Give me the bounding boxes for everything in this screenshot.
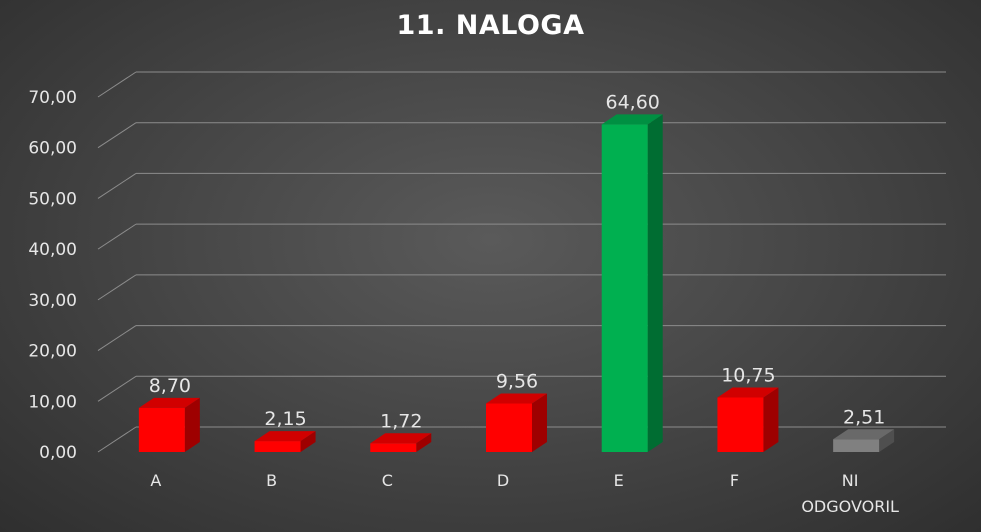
y-tick-label: 30,00 bbox=[28, 291, 77, 311]
bar bbox=[717, 397, 764, 452]
x-tick-label: NI bbox=[842, 471, 859, 490]
bar bbox=[601, 124, 648, 452]
x-tick-label: F bbox=[730, 471, 739, 490]
gridline-depth bbox=[97, 426, 137, 453]
data-label: 9,56 bbox=[496, 371, 538, 393]
bar-side bbox=[879, 429, 895, 452]
y-tick-label: 40,00 bbox=[28, 240, 77, 260]
bar bbox=[254, 441, 301, 452]
data-label: 10,75 bbox=[721, 364, 775, 386]
gridline-depth bbox=[97, 223, 137, 250]
gridline-depth bbox=[97, 173, 137, 199]
x-tick-label: B bbox=[266, 471, 277, 490]
x-tick-label: ODGOVORIL bbox=[801, 497, 899, 516]
bar-top bbox=[717, 387, 779, 398]
x-tick-label: D bbox=[497, 471, 509, 490]
data-label: 2,15 bbox=[264, 408, 306, 430]
bar-top bbox=[601, 114, 663, 125]
gridline-depth bbox=[97, 71, 137, 98]
bar-top bbox=[370, 433, 432, 444]
bar-side bbox=[300, 431, 316, 452]
data-label: 2,51 bbox=[843, 406, 885, 428]
x-tick-label: E bbox=[614, 471, 624, 490]
bar-side bbox=[763, 387, 779, 452]
x-tick-label: C bbox=[382, 471, 393, 490]
gridline-depth bbox=[97, 122, 137, 149]
bar-top bbox=[138, 397, 200, 408]
bar-side bbox=[184, 397, 200, 452]
bar bbox=[370, 443, 417, 452]
y-tick-label: 0,00 bbox=[39, 443, 77, 463]
gridline-depth bbox=[97, 274, 137, 301]
data-label: 64,60 bbox=[606, 91, 660, 113]
chart-title: 11. NALOGA bbox=[396, 10, 585, 41]
data-label: 1,72 bbox=[380, 410, 422, 432]
bar bbox=[833, 439, 880, 452]
bar bbox=[486, 403, 532, 452]
y-tick-label: 10,00 bbox=[28, 392, 77, 412]
bar-top bbox=[833, 429, 895, 440]
bar bbox=[138, 407, 185, 452]
gridline-depth bbox=[97, 375, 137, 402]
bar-side bbox=[647, 114, 663, 452]
y-tick-label: 20,00 bbox=[28, 342, 77, 362]
y-tick-label: 50,00 bbox=[28, 189, 77, 209]
bar-side bbox=[532, 393, 547, 452]
bar-top bbox=[486, 393, 547, 404]
y-tick-label: 70,00 bbox=[28, 88, 77, 108]
data-label: 8,70 bbox=[149, 375, 191, 397]
bar-top bbox=[254, 431, 316, 442]
x-tick-label: A bbox=[150, 471, 161, 490]
y-tick-label: 60,00 bbox=[28, 139, 77, 159]
bar-side bbox=[416, 433, 432, 452]
gridline-depth bbox=[97, 325, 137, 351]
